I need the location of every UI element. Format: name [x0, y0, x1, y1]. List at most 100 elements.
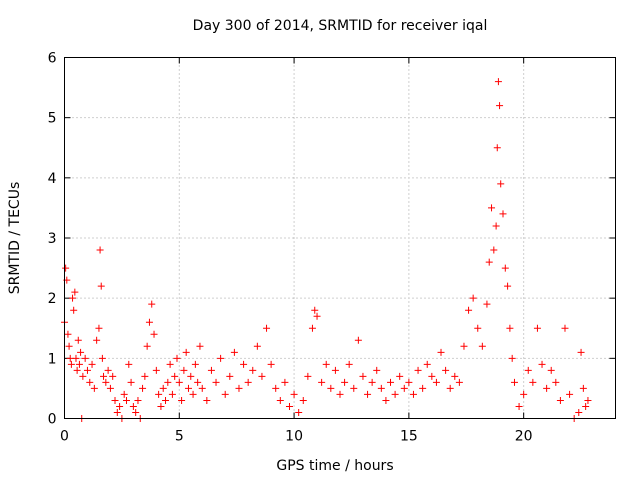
data-point — [469, 294, 477, 302]
data-point — [207, 366, 215, 374]
data-point — [341, 378, 349, 386]
x-tick-labels: 0 5 10 15 20 — [60, 429, 533, 445]
x-tick-label: 20 — [515, 429, 533, 445]
data-point — [368, 378, 376, 386]
data-point — [510, 378, 518, 386]
data-point — [432, 378, 440, 386]
data-point — [141, 372, 149, 380]
data-point — [566, 390, 574, 398]
data-point — [331, 366, 339, 374]
data-point — [187, 372, 195, 380]
data-point — [235, 384, 243, 392]
data-point — [189, 390, 197, 398]
data-point — [520, 390, 528, 398]
data-point — [191, 360, 199, 368]
data-point — [120, 390, 128, 398]
data-point — [180, 366, 188, 374]
y-tick-label: 2 — [48, 291, 57, 307]
data-point — [69, 294, 77, 302]
data-point — [106, 384, 114, 392]
data-point — [90, 384, 98, 392]
data-point — [428, 372, 436, 380]
data-point — [396, 372, 404, 380]
data-point — [98, 354, 106, 362]
data-point — [81, 354, 89, 362]
data-point — [253, 342, 261, 350]
data-point — [97, 282, 105, 290]
data-point — [391, 390, 399, 398]
y-axis-label: SRMTID / TECUs — [7, 182, 23, 295]
data-point — [485, 258, 493, 266]
data-point — [437, 348, 445, 356]
data-point — [382, 396, 390, 404]
data-point — [74, 336, 82, 344]
y-tick-label: 5 — [48, 111, 57, 127]
data-point — [230, 348, 238, 356]
data-point — [499, 210, 507, 218]
data-point — [157, 402, 165, 410]
data-point — [533, 324, 541, 332]
data-point — [203, 396, 211, 404]
data-point — [409, 390, 417, 398]
data-point — [71, 288, 79, 296]
data-point — [212, 378, 220, 386]
data-point — [249, 366, 257, 374]
data-point — [299, 396, 307, 404]
data-point — [198, 384, 206, 392]
data-point — [86, 378, 94, 386]
data-point — [508, 354, 516, 362]
data-point — [561, 324, 569, 332]
data-point — [455, 378, 463, 386]
data-point — [313, 312, 321, 320]
data-point — [150, 330, 158, 338]
data-point — [359, 372, 367, 380]
data-point — [474, 324, 482, 332]
data-point — [373, 366, 381, 374]
data-point — [336, 390, 344, 398]
data-point — [145, 318, 153, 326]
data-point — [143, 342, 151, 350]
data-point — [263, 324, 271, 332]
data-point — [258, 372, 266, 380]
y-tick-label: 6 — [48, 51, 57, 67]
data-point — [178, 396, 186, 404]
data-point — [272, 384, 280, 392]
data-point — [442, 366, 450, 374]
data-point — [194, 378, 202, 386]
data-point — [281, 378, 289, 386]
y-tick-label: 0 — [48, 412, 57, 428]
data-point — [496, 102, 504, 110]
data-point — [285, 402, 293, 410]
data-point — [100, 372, 108, 380]
data-point — [423, 360, 431, 368]
data-point — [79, 372, 87, 380]
data-point — [483, 300, 491, 308]
data-point — [490, 246, 498, 254]
chart-title: Day 300 of 2014, SRMTID for receiver iqa… — [193, 18, 488, 34]
data-point — [304, 372, 312, 380]
x-axis-label: GPS time / hours — [276, 458, 393, 474]
data-point — [515, 402, 523, 410]
y-tick-label: 4 — [48, 171, 57, 187]
data-point — [276, 396, 284, 404]
data-point — [579, 384, 587, 392]
data-point — [221, 390, 229, 398]
data-point — [96, 246, 104, 254]
data-point — [155, 390, 163, 398]
data-point — [492, 222, 500, 230]
data-point — [308, 324, 316, 332]
data-point — [64, 330, 72, 338]
x-tick-label: 10 — [285, 429, 303, 445]
data-point — [109, 372, 117, 380]
plot-frame — [64, 57, 616, 419]
data-point — [556, 396, 564, 404]
data-point — [240, 360, 248, 368]
data-point — [414, 366, 422, 374]
data-point — [148, 300, 156, 308]
data-point — [75, 360, 83, 368]
data-point — [504, 282, 512, 290]
data-point — [244, 378, 252, 386]
data-point — [446, 384, 454, 392]
data-point — [577, 348, 585, 356]
